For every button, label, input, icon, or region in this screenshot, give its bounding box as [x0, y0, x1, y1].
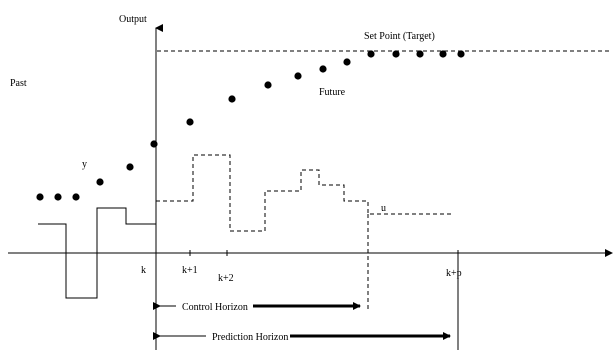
tick-label-k-plus-2: k+2	[218, 273, 234, 284]
output-dot	[367, 50, 375, 58]
future-label: Future	[319, 87, 346, 98]
output-dot	[343, 58, 351, 66]
input-u-label: u	[381, 203, 386, 214]
output-dot	[54, 193, 62, 201]
output-dot	[439, 50, 447, 58]
output-dot	[294, 72, 302, 80]
output-dot	[457, 50, 465, 58]
control-horizon-label: Control Horizon	[182, 302, 248, 313]
output-dot	[392, 50, 400, 58]
past-input-signal	[38, 207, 156, 299]
past-label: Past	[10, 78, 27, 89]
set-point-label: Set Point (Target)	[364, 31, 435, 42]
output-dot	[416, 50, 424, 58]
output-label: Output	[119, 14, 147, 25]
prediction-horizon-label: Prediction Horizon	[212, 332, 288, 343]
output-dot	[228, 95, 236, 103]
output-dot	[186, 118, 194, 126]
tick-label-k-plus-1: k+1	[182, 265, 198, 276]
future-input-signal	[156, 154, 452, 232]
output-dot	[36, 193, 44, 201]
output-dot	[72, 193, 80, 201]
output-dot	[264, 81, 272, 89]
tick-label-k-plus-p: k+p	[446, 268, 462, 279]
output-dot	[319, 65, 327, 73]
output-dot	[126, 163, 134, 171]
output-dots	[36, 50, 465, 201]
output-dot	[96, 178, 104, 186]
output-y-label: y	[82, 159, 87, 170]
output-dot	[150, 140, 158, 148]
tick-label-k: k	[141, 265, 146, 276]
